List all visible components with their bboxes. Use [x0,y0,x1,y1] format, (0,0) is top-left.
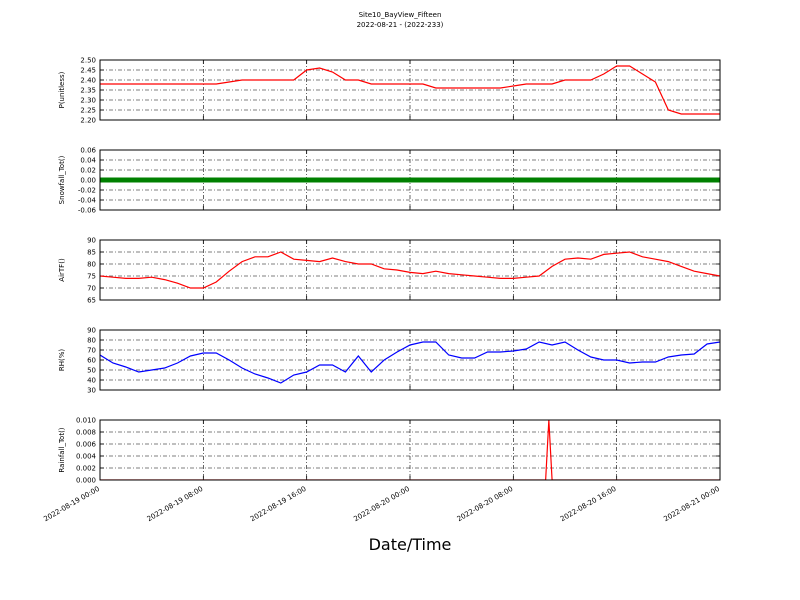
y-axis-label: RH(%) [58,349,66,372]
y-tick-label: 2.35 [80,87,96,95]
y-tick-label: 70 [87,285,96,293]
y-axis-label: Rainfall_Tot() [58,427,66,472]
y-tick-label: 2.30 [80,97,96,105]
y-tick-label: -0.04 [78,197,97,205]
y-tick-label: -0.06 [78,207,97,215]
y-tick-label: 90 [87,327,96,335]
subtitle: 2022-08-21 - (2022-233) [357,21,444,29]
y-tick-label: 80 [87,337,96,345]
y-axis-label: P(unitless) [58,71,66,108]
y-tick-label: 80 [87,261,96,269]
y-tick-label: 0.04 [80,157,96,165]
y-axis-label: AirTF() [58,258,66,282]
y-tick-label: 85 [87,249,96,257]
data-line [100,251,720,289]
y-tick-label: 0.000 [76,477,96,485]
y-tick-label: 0.002 [76,465,96,473]
plot-frame [99,59,721,121]
plot-frame [99,149,721,211]
y-tick-label: 2.50 [80,57,96,65]
plot-frame [99,239,721,301]
y-tick-label: 2.45 [80,67,96,75]
data-line [100,341,720,384]
y-tick-label: 0.00 [80,177,96,185]
y-tick-label: 65 [87,297,96,305]
plot-frame [99,329,721,391]
y-tick-label: 60 [87,357,96,365]
y-tick-label: 75 [87,273,96,281]
title: Site10_BayView_Fifteen [359,11,442,19]
y-tick-label: 30 [87,387,96,395]
y-tick-label: 90 [87,237,96,245]
y-tick-label: 2.40 [80,77,96,85]
x-axis-label: Date/Time [369,535,452,554]
y-tick-label: 40 [87,377,96,385]
y-tick-label: 0.006 [76,441,97,449]
y-tick-label: 0.008 [76,429,96,437]
y-tick-label: 2.25 [80,107,96,115]
y-tick-label: 0.004 [76,453,97,461]
y-tick-label: 2.20 [80,117,96,125]
data-line [100,65,720,115]
y-tick-label: 50 [87,367,96,375]
y-axis-label: Snowfall_Tot() [58,155,66,204]
y-tick-label: 0.02 [80,167,96,175]
y-tick-label: 0.06 [80,147,96,155]
y-tick-label: 0.010 [76,417,96,425]
y-tick-label: -0.02 [78,187,96,195]
y-tick-label: 70 [87,347,96,355]
plot-frame [99,419,721,481]
